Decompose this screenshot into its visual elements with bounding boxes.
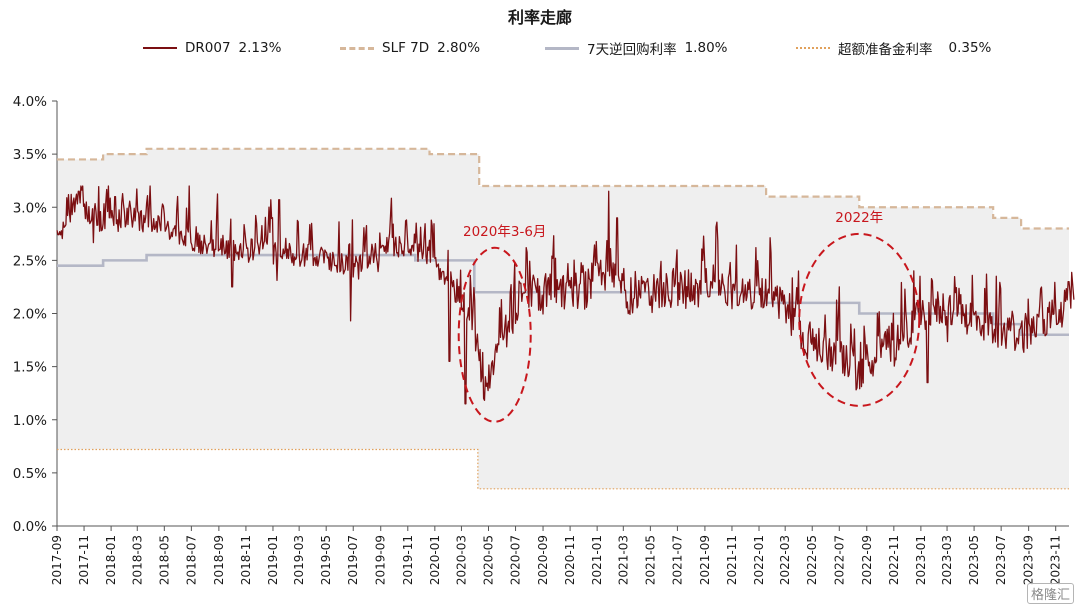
- chart-title: 利率走廊: [507, 8, 572, 27]
- legend-value-slf: 2.80%: [437, 40, 481, 56]
- legend-value-reverse-repo: 1.80%: [684, 40, 728, 56]
- annotation-label: 2020年3-6月: [463, 224, 546, 240]
- x-tick-label: 2020-03: [454, 535, 468, 585]
- x-tick-label: 2020-09: [536, 535, 550, 585]
- x-tick-label: 2018-05: [157, 535, 171, 585]
- x-tick-label: 2023-05: [967, 535, 981, 585]
- annotation-label: 2022年: [835, 210, 883, 226]
- x-tick-label: 2021-03: [616, 535, 630, 585]
- x-tick-label: 2018-07: [184, 535, 198, 585]
- x-tick-label: 2021-09: [698, 535, 712, 585]
- legend-label-dr007: DR007: [185, 40, 231, 56]
- y-tick-label: 3.5%: [13, 147, 47, 163]
- legend-swatch-reverse-repo: [545, 46, 579, 50]
- y-tick-label: 2.5%: [13, 253, 47, 269]
- x-tick-label: 2021-01: [590, 535, 604, 585]
- x-tick-label: 2017-09: [50, 535, 64, 585]
- corridor-shaded-band: [57, 148, 1069, 489]
- x-tick-label: 2019-05: [319, 535, 333, 585]
- legend-value-excess-reserve: 0.35%: [948, 40, 992, 56]
- x-tick-label: 2023-03: [940, 535, 954, 585]
- x-tick-label: 2018-03: [130, 535, 144, 585]
- x-tick-label: 2020-01: [428, 535, 442, 585]
- x-tick-label: 2021-07: [670, 535, 684, 585]
- x-tick-label: 2023-11: [1049, 535, 1063, 585]
- dr007-line: [56, 185, 1075, 405]
- x-tick-label: 2019-03: [292, 535, 306, 585]
- legend-swatch-excess-reserve: [796, 47, 830, 49]
- x-tick-label: 2021-11: [725, 535, 739, 585]
- x-tick-label: 2022-01: [752, 535, 766, 585]
- y-tick-label: 2.0%: [13, 307, 47, 323]
- excess-reserve-rate-line: [57, 448, 1069, 490]
- y-tick-label: 1.5%: [13, 360, 47, 376]
- y-tick-label: 4.0%: [13, 94, 47, 110]
- reverse-repo-7d-line: [57, 253, 1069, 337]
- legend-label-excess-reserve: 超额准备金利率: [838, 42, 933, 58]
- x-tick-label: 2022-05: [805, 535, 819, 585]
- x-tick-label: 2022-03: [778, 535, 792, 585]
- x-tick-label: 2018-11: [239, 535, 253, 585]
- x-tick-label: 2021-05: [643, 535, 657, 585]
- legend-label-reverse-repo: 7天逆回购利率: [587, 42, 677, 58]
- x-tick-label: 2022-09: [860, 535, 874, 585]
- y-tick-label: 3.0%: [13, 200, 47, 216]
- legend-item-reverse-repo: 7天逆回购利率 1.80%: [545, 38, 727, 58]
- legend-value-dr007: 2.13%: [238, 40, 282, 56]
- legend-label-slf: SLF 7D: [382, 40, 430, 56]
- x-tick-label: 2019-01: [266, 535, 280, 585]
- x-tick-label: 2018-01: [104, 535, 118, 585]
- x-tick-label: 2019-07: [346, 535, 360, 585]
- x-tick-label: 2020-05: [481, 535, 495, 585]
- legend-swatch-dr007: [143, 47, 177, 49]
- watermark-logo: 格隆汇: [1026, 583, 1074, 604]
- x-tick-label: 2022-07: [832, 535, 846, 585]
- x-tick-label: 2019-09: [374, 535, 388, 585]
- x-tick-label: 2022-11: [887, 535, 901, 585]
- x-tick-label: 2023-01: [914, 535, 928, 585]
- y-tick-label: 0.5%: [13, 466, 47, 482]
- x-tick-label: 2017-11: [77, 535, 91, 585]
- x-tick-label: 2020-07: [509, 535, 523, 585]
- y-tick-label: 1.0%: [13, 413, 47, 429]
- x-tick-label: 2019-11: [401, 535, 415, 585]
- x-tick-label: 2018-09: [212, 535, 226, 585]
- x-tick-label: 2023-09: [1022, 535, 1036, 585]
- x-tick-label: 2020-11: [563, 535, 577, 585]
- annotation-ellipse: [798, 232, 921, 407]
- y-tick-label: 0.0%: [13, 519, 47, 535]
- x-tick-label: 2023-07: [994, 535, 1008, 585]
- legend-item-slf: SLF 7D 2.80%: [340, 38, 480, 58]
- legend-item-excess-reserve: 超额准备金利率 0.35%: [796, 38, 991, 58]
- legend-item-dr007: DR007 2.13%: [143, 38, 281, 58]
- annotation-ellipse: [457, 246, 532, 423]
- legend-swatch-slf: [340, 46, 374, 50]
